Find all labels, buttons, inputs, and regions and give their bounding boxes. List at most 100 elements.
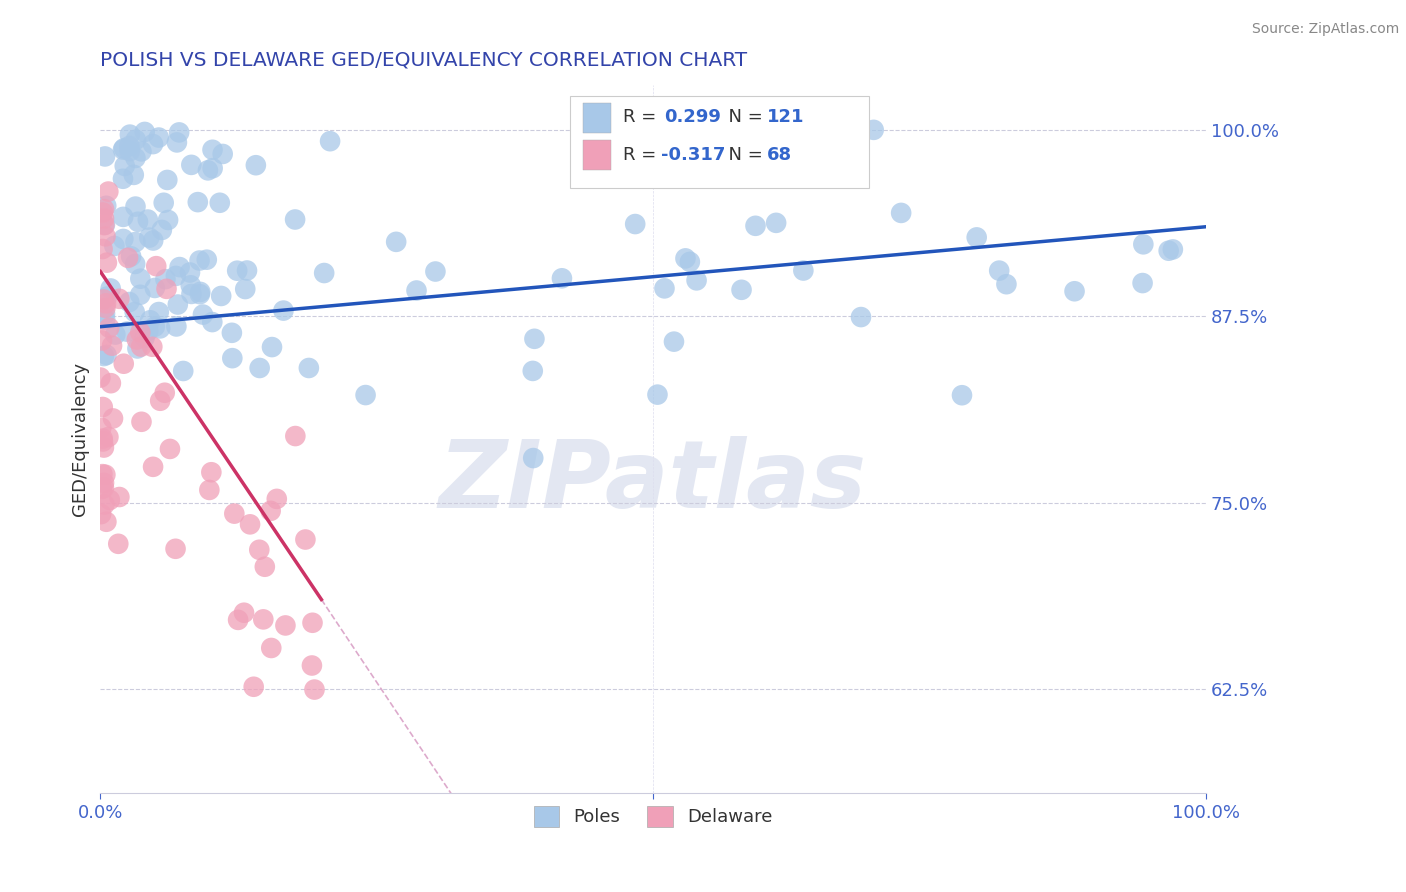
Point [94, 229, 117, 244]
Point [188, 285, 211, 299]
Point [127, 342, 149, 356]
Point [187, 195, 209, 210]
Point [153, 385, 176, 400]
Point [233, 282, 256, 296]
Point [124, 257, 146, 271]
Point [253, 559, 276, 574]
Point [169, 260, 191, 274]
Point [112, 210, 135, 224]
Point [679, 255, 702, 269]
Text: R =: R = [623, 145, 662, 163]
Point [124, 235, 146, 249]
Point [124, 305, 146, 319]
Point [249, 361, 271, 376]
Point [107, 537, 129, 551]
Point [91, 432, 114, 446]
Point [94, 149, 117, 163]
Point [143, 319, 166, 334]
Point [245, 158, 267, 172]
Point [1157, 244, 1180, 258]
Point [284, 212, 307, 227]
Legend: Poles, Delaware: Poles, Delaware [526, 798, 779, 834]
Point [145, 259, 167, 273]
Point [236, 263, 259, 277]
Point [890, 206, 912, 220]
Point [1132, 276, 1154, 290]
Point [252, 612, 274, 626]
Point [96, 348, 118, 362]
Point [129, 326, 152, 340]
Point [141, 340, 163, 354]
Text: N =: N = [717, 108, 769, 126]
Point [208, 195, 231, 210]
Point [172, 364, 194, 378]
Point [221, 326, 243, 340]
Point [103, 239, 125, 253]
Point [96, 255, 118, 269]
Point [118, 144, 141, 158]
Point [93, 498, 115, 512]
Point [118, 128, 141, 142]
Point [91, 434, 114, 449]
Point [744, 219, 766, 233]
Point [522, 451, 544, 466]
Point [93, 349, 115, 363]
Point [100, 281, 122, 295]
Point [266, 491, 288, 506]
Point [201, 143, 224, 157]
Point [211, 147, 233, 161]
Point [195, 252, 218, 267]
Point [188, 287, 211, 301]
Point [138, 230, 160, 244]
Point [94, 312, 117, 326]
Point [405, 284, 427, 298]
Point [94, 296, 117, 310]
Point [159, 442, 181, 456]
Point [152, 195, 174, 210]
Point [149, 321, 172, 335]
Point [385, 235, 408, 249]
Point [197, 163, 219, 178]
Point [122, 168, 145, 182]
Point [201, 161, 224, 176]
Point [136, 324, 159, 338]
Point [301, 658, 323, 673]
Point [425, 264, 447, 278]
Point [142, 234, 165, 248]
Point [93, 218, 115, 232]
Point [180, 158, 202, 172]
Point [319, 134, 342, 148]
Point [662, 334, 685, 349]
Point [93, 293, 115, 307]
Point [730, 283, 752, 297]
Point [191, 308, 214, 322]
Point [96, 515, 118, 529]
Point [179, 266, 201, 280]
Point [862, 123, 884, 137]
Point [91, 467, 114, 482]
Point [849, 310, 872, 324]
Point [124, 200, 146, 214]
Point [118, 139, 141, 153]
Point [792, 263, 814, 277]
Point [298, 361, 321, 376]
Point [96, 199, 118, 213]
Point [93, 202, 115, 217]
Point [157, 213, 180, 227]
Point [131, 415, 153, 429]
Point [166, 136, 188, 150]
Point [100, 376, 122, 391]
Point [242, 680, 264, 694]
Point [94, 307, 117, 321]
Point [89, 370, 111, 384]
Point [180, 287, 202, 301]
Point [93, 441, 115, 455]
Point [156, 173, 179, 187]
Point [166, 297, 188, 311]
Point [995, 277, 1018, 292]
Point [148, 305, 170, 319]
Point [167, 125, 190, 139]
Text: 68: 68 [766, 145, 792, 163]
Point [91, 205, 114, 219]
Point [165, 319, 187, 334]
